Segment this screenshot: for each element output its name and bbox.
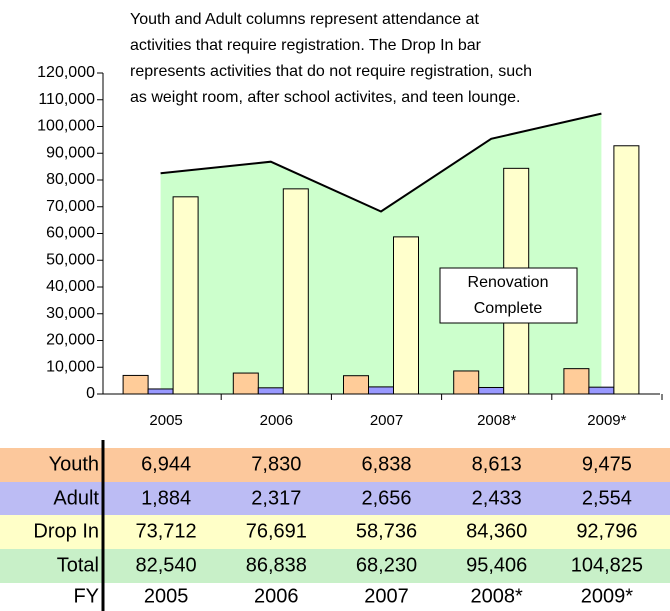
row-label: FY [73, 585, 99, 607]
table-cell: 2,554 [582, 487, 632, 509]
area [160, 113, 602, 394]
y-tick-label: 50,000 [46, 251, 95, 268]
table-row [0, 448, 670, 482]
table-cell: 2,433 [472, 487, 522, 509]
annotation: represents activities that do not requir… [130, 63, 532, 80]
bar [257, 387, 284, 395]
bar [172, 196, 199, 395]
table-row [0, 482, 670, 516]
callout-box [439, 267, 578, 324]
table-cell: 9,475 [582, 453, 632, 475]
bar [368, 386, 394, 395]
annotation: as weight room, after school activites, … [130, 89, 520, 106]
bar [393, 236, 419, 395]
bar [122, 374, 149, 395]
x-tick-label: 2007 [370, 412, 403, 429]
table-row [0, 515, 670, 549]
row-label: Adult [53, 487, 99, 509]
bar [343, 375, 369, 395]
y-tick-label: 10,000 [46, 358, 95, 375]
x-tick-label: 2006 [260, 412, 293, 429]
table-cell: 2007 [364, 585, 409, 607]
y-tick-label: 90,000 [46, 144, 95, 161]
table-cell: 92,796 [576, 520, 637, 542]
table-cell: 7,830 [251, 453, 301, 475]
table-cell: 2005 [144, 585, 189, 607]
bar [563, 368, 590, 395]
table-cell: 2009* [581, 585, 633, 607]
x-tick-label: 2008* [477, 412, 516, 429]
table-cell: 2,656 [361, 487, 411, 509]
y-tick-label: 20,000 [46, 332, 95, 349]
y-tick-label: 70,000 [46, 198, 95, 215]
table-cell: 6,838 [361, 453, 411, 475]
callout: Complete [474, 300, 543, 317]
y-tick-label: 60,000 [46, 225, 95, 242]
table-cell: 68,230 [356, 554, 417, 576]
y-tick-label: 100,000 [37, 118, 95, 135]
table-cell: 82,540 [136, 554, 197, 576]
bar [478, 386, 505, 395]
y-tick-label: 40,000 [46, 278, 95, 295]
bar [613, 145, 640, 395]
table-cell: 73,712 [136, 520, 197, 542]
bar [588, 386, 615, 395]
table-cell: 2,317 [251, 487, 301, 509]
table-cell: 86,838 [246, 554, 307, 576]
row-label: Drop In [33, 520, 99, 542]
table-cell: 2008* [471, 585, 523, 607]
table-cell: 1,884 [141, 487, 191, 509]
y-tick-label: 80,000 [46, 171, 95, 188]
row-label: Total [57, 554, 99, 576]
x-tick-label: 2005 [149, 412, 182, 429]
y-tick-label: 110,000 [38, 91, 95, 108]
y-tick-label: 120,000 [37, 64, 95, 81]
annotation: Youth and Adult columns represent attend… [130, 11, 480, 28]
y-tick-label: 0 [86, 385, 95, 402]
table-cell: 95,406 [466, 554, 527, 576]
y-tick-label: 30,000 [46, 305, 95, 322]
area-line [160, 112, 602, 213]
bar [232, 372, 259, 395]
row-label: Youth [49, 453, 99, 475]
table-cell: 84,360 [466, 520, 527, 542]
table-cell: 8,613 [472, 453, 522, 475]
annotation: activities that require registration. Th… [130, 37, 482, 54]
bar [147, 388, 174, 395]
table-cell: 58,736 [356, 520, 417, 542]
table-row [0, 549, 670, 583]
table-cell: 104,825 [571, 554, 643, 576]
bar [282, 188, 309, 395]
x-tick-label: 2009* [587, 412, 626, 429]
table-cell: 2006 [254, 585, 299, 607]
bar [453, 370, 480, 395]
table-cell: 6,944 [141, 453, 191, 475]
callout: Renovation [468, 274, 549, 291]
table-cell: 76,691 [246, 520, 307, 542]
